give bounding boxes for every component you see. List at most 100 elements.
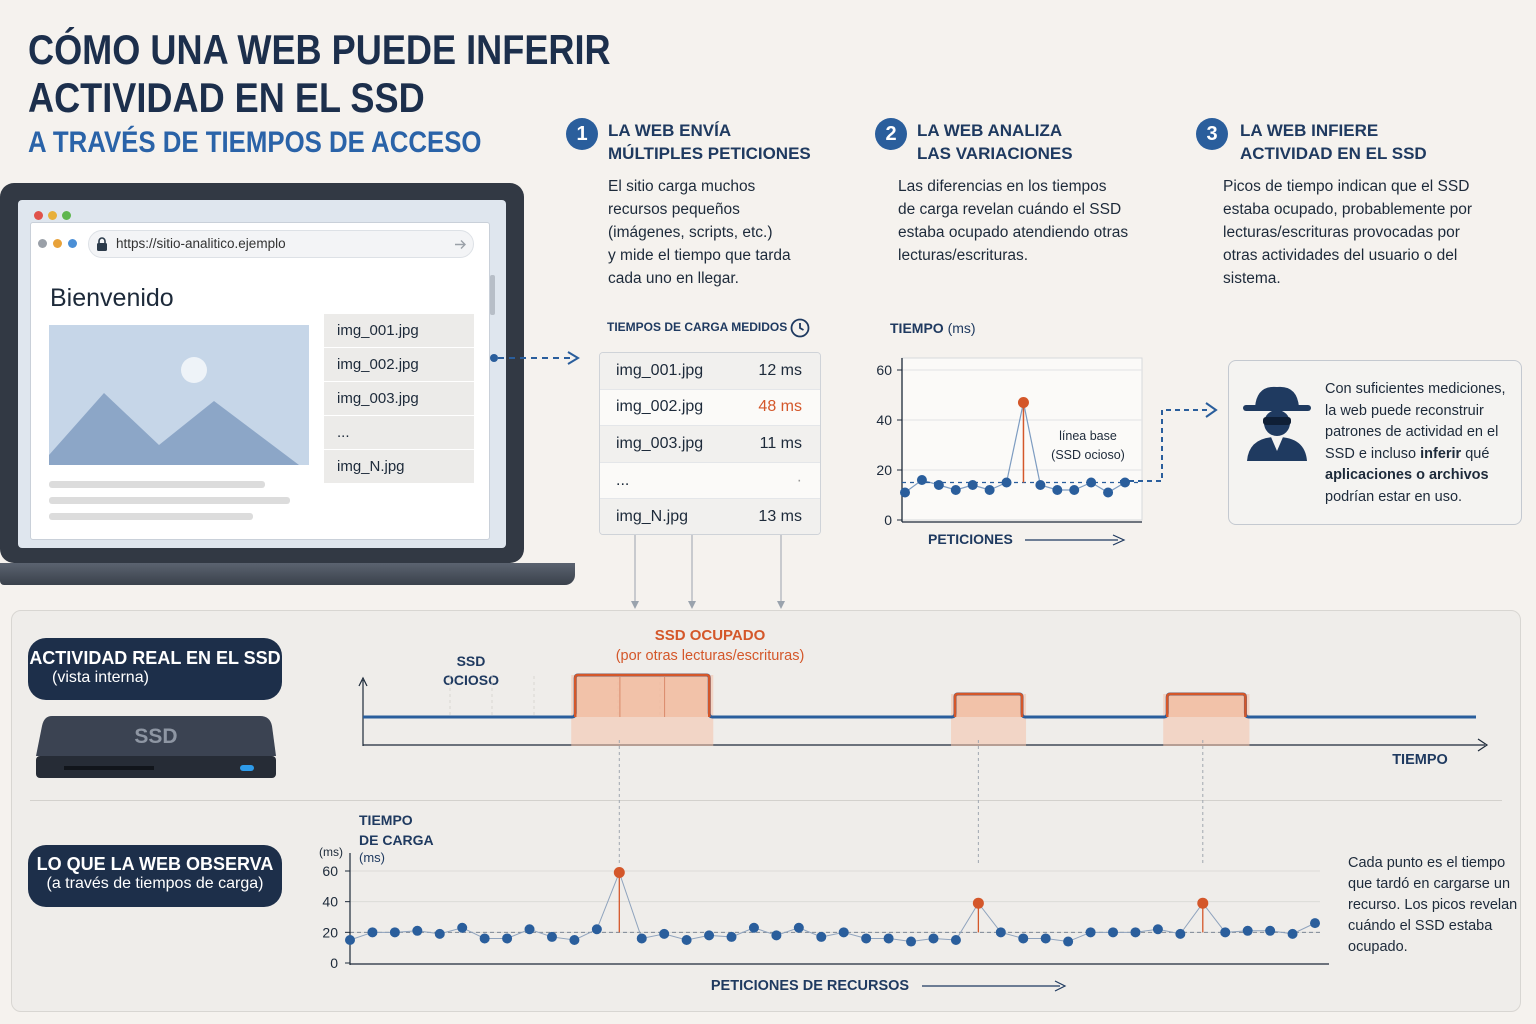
observation-note: Cada punto es el tiempo que tardó en car… bbox=[1348, 855, 1518, 955]
list-item[interactable]: ... bbox=[324, 416, 474, 450]
title-line-2: ACTIVIDAD EN EL SSD bbox=[28, 74, 425, 121]
data-point bbox=[681, 935, 692, 945]
list-item[interactable]: img_003.jpg bbox=[324, 382, 474, 416]
observed-title: LO QUE LA WEB OBSERVA bbox=[36, 854, 274, 874]
data-point bbox=[1265, 925, 1276, 936]
chart3-unit: (ms) bbox=[319, 845, 343, 859]
inference-text: Con suficientes mediciones, la web puede… bbox=[1325, 381, 1506, 505]
busy-block bbox=[575, 675, 710, 717]
step-3-title: LA WEB INFIERE ACTIVIDAD EN EL SSD bbox=[1240, 121, 1427, 163]
chart2-xlabel: TIEMPO bbox=[1392, 752, 1448, 768]
file-name-cell: ... bbox=[616, 471, 630, 489]
url-bar[interactable]: https://sitio-analitico.ejemplo bbox=[88, 230, 474, 258]
page-subtitle: A TRAVÉS DE TIEMPOS DE ACCESO bbox=[28, 126, 482, 159]
table-row: img_002.jpg 48 ms bbox=[600, 389, 820, 427]
step-2-title: LA WEB ANALIZA LAS VARIACIONES bbox=[917, 121, 1073, 163]
data-point bbox=[591, 924, 602, 935]
data-point bbox=[861, 933, 872, 944]
data-point bbox=[636, 933, 647, 944]
data-point bbox=[793, 922, 804, 933]
data-point bbox=[1152, 924, 1163, 935]
step-3-number: 3 bbox=[1196, 118, 1228, 150]
table-row: img_001.jpg 12 ms bbox=[600, 353, 820, 390]
y-tick-label: 60 bbox=[322, 863, 338, 879]
data-point bbox=[659, 928, 670, 939]
data-point bbox=[704, 930, 715, 941]
arrow-connector-2 bbox=[1120, 402, 1218, 482]
arrow-right-icon[interactable] bbox=[453, 238, 467, 251]
divider bbox=[30, 800, 1502, 801]
busy-block bbox=[1167, 694, 1246, 717]
data-point bbox=[1086, 477, 1097, 488]
correlation-lines bbox=[618, 740, 1204, 863]
list-item[interactable]: img_N.jpg bbox=[324, 450, 474, 484]
timings-table: img_001.jpg 12 ms img_002.jpg 48 ms img_003.… bbox=[599, 352, 821, 535]
chart1-xlabel: PETICIONES bbox=[928, 531, 1013, 547]
data-point bbox=[389, 927, 400, 938]
browser-scrollbar[interactable] bbox=[490, 275, 495, 315]
data-point bbox=[906, 936, 917, 947]
data-point bbox=[995, 927, 1006, 938]
step-2-body: Las diferencias en los tiempos de carga … bbox=[898, 178, 1129, 264]
step-2-number: 2 bbox=[875, 118, 907, 150]
list-item[interactable]: img_002.jpg bbox=[324, 348, 474, 382]
data-point bbox=[916, 475, 927, 485]
data-point bbox=[1175, 928, 1186, 939]
data-point bbox=[748, 922, 759, 933]
url-text: https://sitio-analitico.ejemplo bbox=[116, 236, 286, 251]
file-name-cell: img_N.jpg bbox=[616, 508, 689, 526]
image-list: img_001.jpg img_002.jpg img_003.jpg ... … bbox=[324, 314, 474, 484]
data-point bbox=[1018, 933, 1029, 944]
observed-badge: LO QUE LA WEB OBSERVA (a través de tiemp… bbox=[28, 845, 282, 907]
busy-outline bbox=[953, 692, 1024, 717]
busy-block bbox=[955, 694, 1023, 717]
real-activity-title: ACTIVIDAD REAL EN EL SSD bbox=[29, 648, 281, 668]
text-line bbox=[49, 481, 265, 488]
data-point bbox=[479, 933, 490, 944]
data-point bbox=[900, 487, 910, 498]
spike-point bbox=[1197, 897, 1209, 909]
spike-point bbox=[613, 867, 625, 879]
baseline-label: línea base (SSD ocioso) bbox=[1051, 429, 1125, 462]
chart3-xlabel: PETICIONES DE RECURSOS bbox=[711, 978, 910, 994]
y-tick-label: 40 bbox=[876, 412, 892, 428]
ssd-drive-icon: SSD bbox=[36, 716, 276, 778]
text-line bbox=[49, 513, 253, 520]
y-tick-label: 0 bbox=[884, 512, 892, 528]
data-point bbox=[950, 485, 961, 495]
data-point bbox=[1103, 487, 1114, 498]
table-row: img_003.jpg 11 ms bbox=[600, 426, 820, 463]
inference-box: Con suficientes mediciones, la web puede… bbox=[1228, 360, 1522, 525]
chart3-ylabel: TIEMPO DE CARGA (ms) bbox=[359, 812, 434, 865]
laptop-base bbox=[0, 563, 575, 585]
data-point bbox=[1310, 918, 1320, 929]
time-cell: · bbox=[796, 471, 802, 489]
idle-label: SSD bbox=[457, 653, 486, 669]
time-cell: 12 ms bbox=[758, 361, 802, 379]
list-item[interactable]: img_001.jpg bbox=[324, 314, 474, 348]
step-1-number: 1 bbox=[566, 118, 598, 150]
data-point bbox=[345, 935, 355, 945]
spike-point bbox=[972, 897, 984, 909]
data-point bbox=[1085, 927, 1096, 938]
ssd-label: SSD bbox=[134, 725, 177, 748]
busy-outline bbox=[573, 673, 711, 717]
data-point bbox=[1069, 485, 1080, 495]
arrow-connector bbox=[490, 351, 580, 365]
welcome-heading: Bienvenido bbox=[50, 284, 174, 312]
table-row: ... · bbox=[600, 462, 820, 500]
observed-chart: TIEMPO DE CARGA (ms) (ms) 0 20 40 60 PETICION… bbox=[319, 812, 1329, 994]
outer-window-dots bbox=[34, 211, 71, 220]
y-tick-label: 20 bbox=[322, 924, 338, 940]
busy-sub-label: (por otras lecturas/escrituras) bbox=[616, 648, 805, 664]
clock-icon bbox=[790, 318, 810, 338]
data-point bbox=[1001, 477, 1012, 488]
data-point bbox=[524, 924, 535, 935]
data-point bbox=[1287, 928, 1298, 939]
file-name-cell: img_002.jpg bbox=[616, 398, 704, 416]
connector-lines bbox=[631, 535, 785, 609]
time-cell: 13 ms bbox=[758, 508, 802, 526]
busy-label: SSD OCUPADO bbox=[655, 627, 766, 644]
data-point bbox=[434, 928, 445, 939]
data-point bbox=[771, 930, 782, 941]
